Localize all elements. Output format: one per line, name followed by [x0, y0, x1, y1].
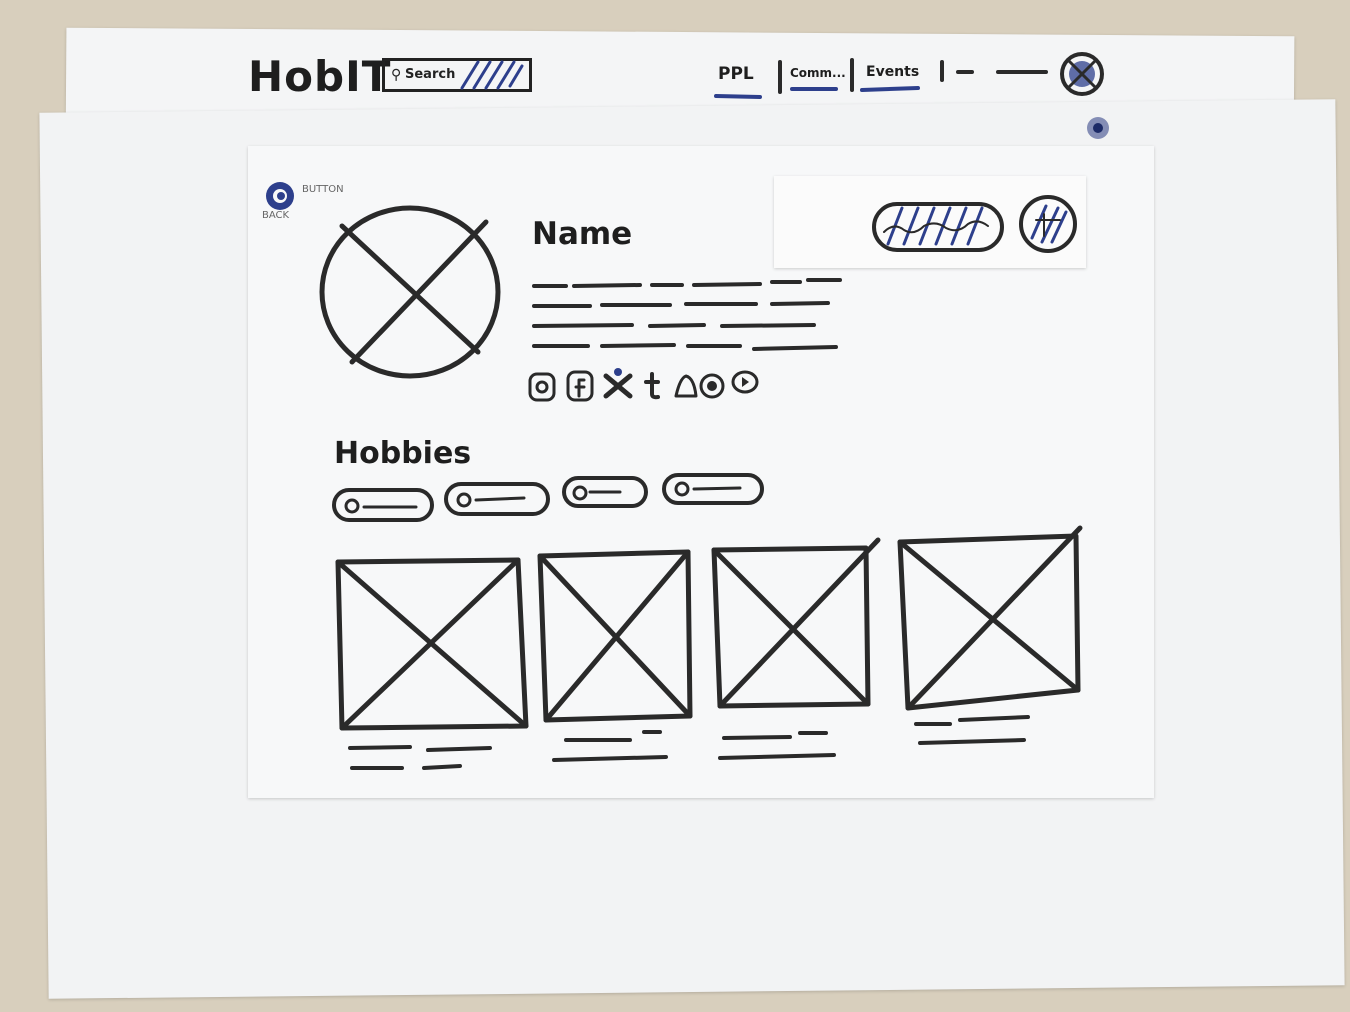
action-pill-drawing [872, 202, 1004, 252]
image-placeholder[interactable] [335, 557, 529, 731]
tumblr-icon[interactable] [644, 372, 660, 400]
image-placeholder[interactable] [711, 537, 881, 709]
nav-ppl[interactable]: PPL [718, 64, 754, 84]
profile-avatar-placeholder [319, 205, 501, 379]
hobby-tag[interactable] [332, 488, 434, 522]
profile-name: Name [532, 216, 633, 252]
middle-sheet-pin-icon [1087, 117, 1109, 139]
image-placeholder[interactable] [537, 549, 693, 723]
action-circle-drawing [1019, 195, 1077, 253]
hobby-tag[interactable] [562, 476, 648, 508]
hobbies-heading: Hobbies [334, 436, 472, 471]
image-placeholder[interactable] [897, 525, 1083, 711]
search-bar[interactable]: ⚲ Search [382, 58, 532, 92]
search-label: Search [405, 67, 456, 82]
instagram-icon[interactable] [528, 372, 556, 402]
back-button-note: BUTTON [302, 184, 344, 195]
back-button-icon [266, 182, 294, 210]
nav-communities[interactable]: Comm... [790, 66, 846, 80]
nav-decorations [714, 58, 1048, 99]
facebook-icon[interactable] [566, 370, 594, 402]
header-avatar-drawing [1060, 52, 1104, 96]
image-captions [348, 715, 1030, 770]
reddit-icon[interactable] [699, 373, 725, 399]
hobby-image-grid [335, 525, 1083, 731]
x-icon[interactable] [603, 368, 633, 399]
hobby-tag[interactable] [662, 473, 764, 505]
youtube-icon[interactable] [731, 370, 759, 394]
hobby-tags [332, 473, 764, 522]
nav-events[interactable]: Events [866, 64, 920, 80]
snapchat-icon[interactable] [674, 374, 698, 398]
back-button-label: BACK [262, 210, 290, 221]
bio-text-lines [532, 278, 842, 351]
search-icon: ⚲ [391, 67, 402, 83]
search-scribble [460, 60, 524, 90]
hobby-tag[interactable] [444, 482, 550, 516]
app-logo[interactable]: HobIT [248, 52, 392, 101]
social-icons [528, 368, 759, 402]
